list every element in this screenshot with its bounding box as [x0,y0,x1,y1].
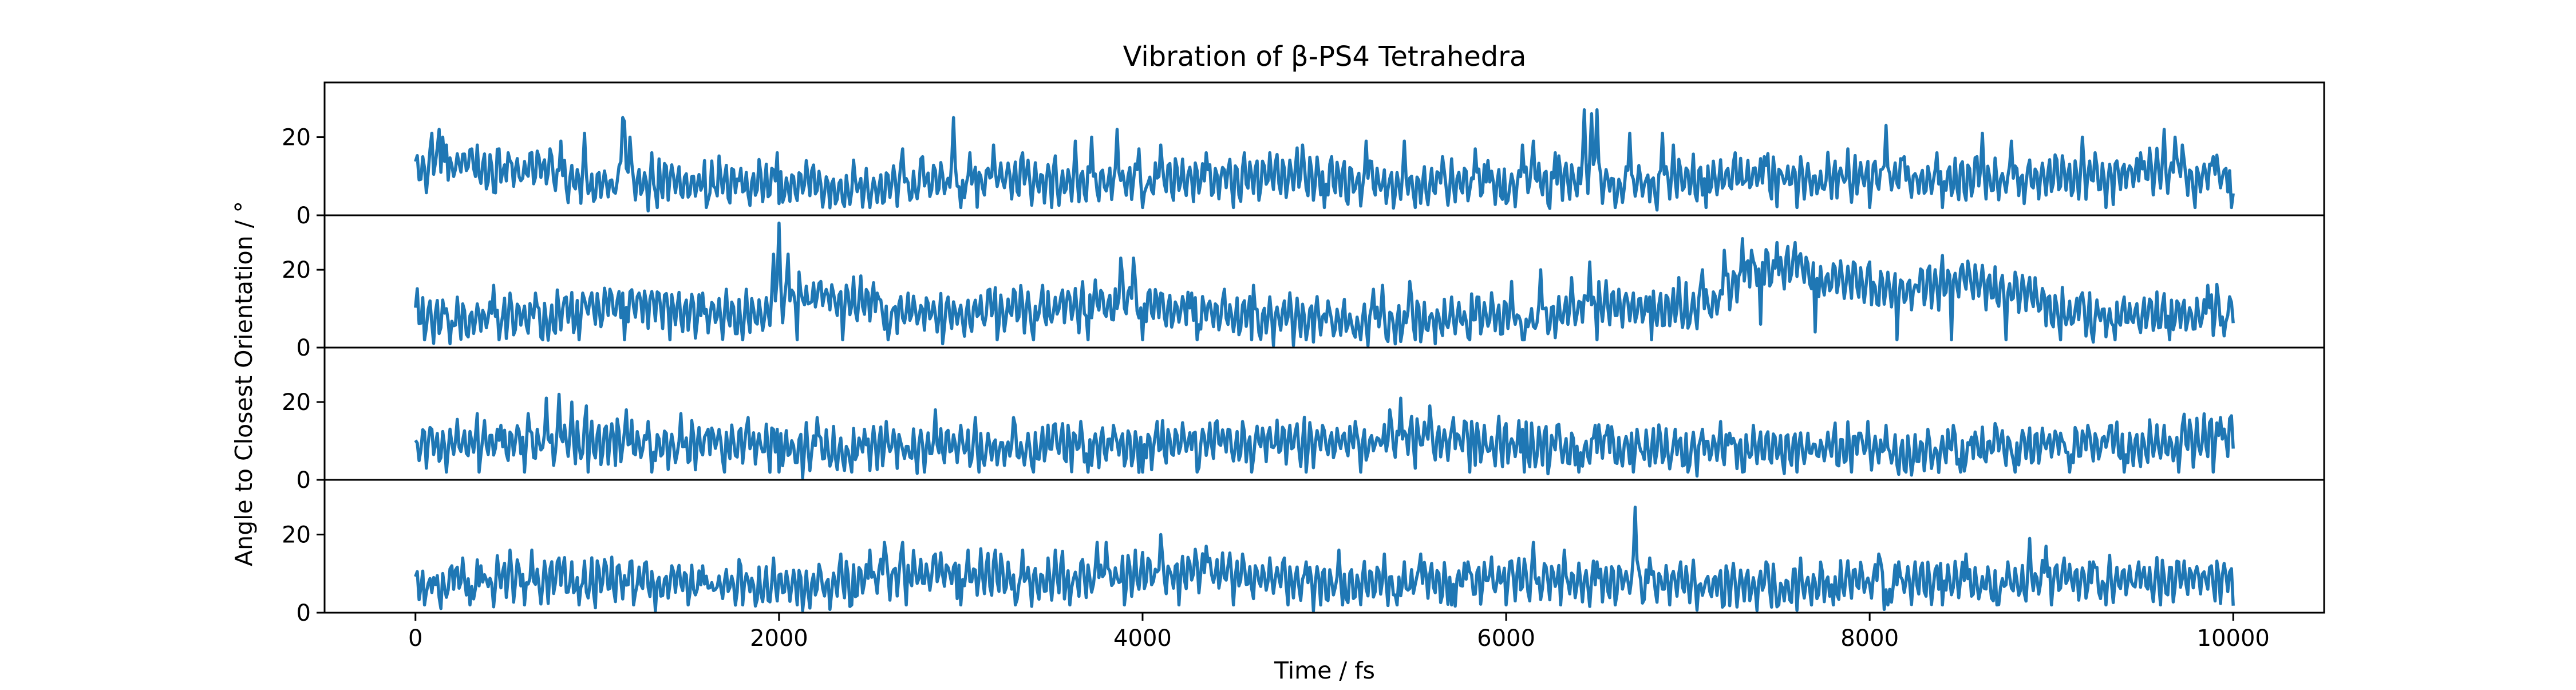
panel-4-y-tick-label-0: 0 [297,600,311,626]
panel-1-series-line [414,108,2235,213]
panel-2-y-tick-label-0: 0 [297,335,311,361]
x-tick-label-4000: 4000 [1113,625,1172,652]
x-axis-title: Time / fs [1274,657,1375,684]
panel-1-y-tick-label-20: 20 [282,125,311,151]
panel-3-y-tick-label-0: 0 [297,467,311,494]
y-axis-title: Angle to Closest Orientation / ° [230,201,258,566]
panel-4-series-line [414,506,2235,613]
panel-2-series-line [414,221,2235,348]
panel-3-y-tick-label-20: 20 [282,389,311,416]
x-tick-label-8000: 8000 [1840,625,1899,652]
panel-1-y-tick-label-0: 0 [297,203,311,229]
chart-title: Vibration of β-PS4 Tetrahedra [1123,41,1527,73]
x-tick-label-0: 0 [408,625,422,652]
panel-2-y-tick-label-20: 20 [282,257,311,283]
panel-4-y-tick-label-20: 20 [282,522,311,549]
panel-3-series-line [414,392,2235,480]
panel-4: 0 20 [282,479,2325,626]
x-tick-label-10000: 10000 [2197,625,2270,652]
panels-layer: 0 20 0 20 0 20 0 20 0 2000 4000 6000 8000 10000 [282,81,2325,652]
x-tick-label-6000: 6000 [1477,625,1535,652]
panel-4-frame [323,479,2325,614]
x-tick-label-2000: 2000 [750,625,808,652]
